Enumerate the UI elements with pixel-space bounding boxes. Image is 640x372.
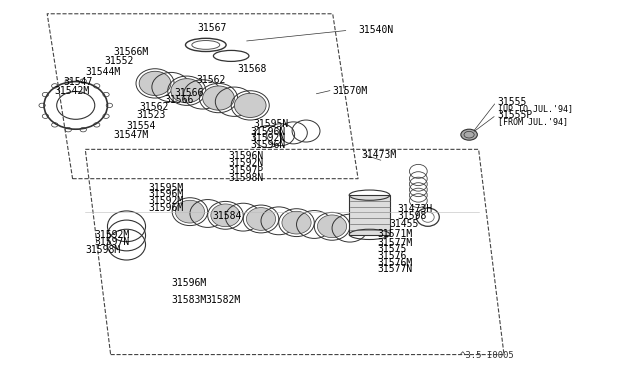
Text: 31584: 31584 (212, 211, 241, 221)
Text: 31547M: 31547M (114, 131, 149, 141)
Ellipse shape (171, 78, 203, 103)
Text: 31567: 31567 (198, 23, 227, 33)
Text: 31596M: 31596M (148, 189, 184, 199)
Ellipse shape (317, 215, 347, 238)
Text: 31562: 31562 (139, 102, 168, 112)
Text: 31592N: 31592N (250, 134, 285, 143)
Text: 31596N: 31596N (250, 140, 285, 150)
Text: 31576M: 31576M (377, 257, 412, 267)
Text: [FROM JUL.'94]: [FROM JUL.'94] (498, 117, 568, 126)
Text: 31552: 31552 (104, 57, 134, 67)
Text: 31555P: 31555P (498, 110, 533, 120)
Text: 31568: 31568 (237, 64, 267, 74)
Ellipse shape (139, 71, 171, 96)
Text: 31577N: 31577N (377, 264, 412, 274)
Text: 31592M: 31592M (95, 231, 130, 240)
Ellipse shape (234, 93, 266, 118)
Text: 31598M: 31598M (85, 245, 120, 255)
Text: 31592M: 31592M (148, 196, 184, 206)
Text: 31540N: 31540N (358, 25, 394, 35)
Text: 31577M: 31577M (377, 238, 412, 248)
Text: 31597P: 31597P (228, 166, 263, 176)
Text: 31570M: 31570M (333, 86, 368, 96)
Text: [UP TO JUL.'94]: [UP TO JUL.'94] (498, 104, 573, 113)
Text: 31544M: 31544M (85, 67, 120, 77)
Bar (349, 195, 390, 235)
Ellipse shape (203, 86, 234, 110)
Ellipse shape (461, 129, 477, 140)
Ellipse shape (246, 208, 276, 230)
Text: 31566: 31566 (164, 95, 194, 105)
Text: 31562: 31562 (196, 75, 226, 85)
Text: 31566: 31566 (174, 87, 204, 97)
Text: 31596N: 31596N (250, 127, 285, 137)
Text: 31571M: 31571M (377, 229, 412, 238)
Text: 31583M: 31583M (171, 295, 206, 305)
Text: 31523: 31523 (136, 109, 165, 119)
Text: 31473H: 31473H (397, 204, 433, 214)
Text: 31595N: 31595N (253, 119, 289, 129)
Ellipse shape (211, 204, 240, 227)
Text: 31547: 31547 (63, 77, 92, 87)
Text: 31596N: 31596N (228, 151, 263, 161)
Ellipse shape (282, 211, 311, 234)
Text: 31595M: 31595M (148, 183, 184, 193)
Text: 31598N: 31598N (228, 173, 263, 183)
Text: ^3.5 I0005: ^3.5 I0005 (460, 351, 513, 360)
Text: 31566M: 31566M (114, 47, 149, 57)
Text: 31555: 31555 (498, 97, 527, 107)
Text: 31542M: 31542M (55, 86, 90, 96)
Text: 31473M: 31473M (361, 150, 397, 160)
Text: 31575: 31575 (377, 244, 406, 254)
Text: 31455: 31455 (390, 219, 419, 230)
Text: 31596M: 31596M (171, 278, 206, 288)
Ellipse shape (175, 200, 205, 223)
Text: 31582M: 31582M (206, 295, 241, 305)
Text: 31596M: 31596M (148, 203, 184, 213)
Text: 31598: 31598 (397, 211, 427, 221)
Text: 31576: 31576 (377, 251, 406, 261)
Text: 31597N: 31597N (95, 237, 130, 247)
Text: 31554: 31554 (127, 121, 156, 131)
Text: 31592N: 31592N (228, 158, 263, 168)
